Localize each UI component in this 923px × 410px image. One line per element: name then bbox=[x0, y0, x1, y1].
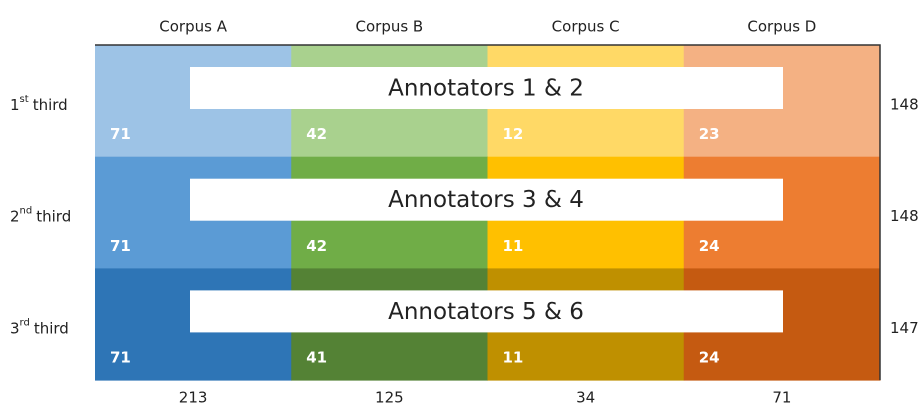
banner-box bbox=[190, 178, 783, 221]
row-ordinal: 3 bbox=[10, 319, 20, 337]
row-ordinal-suffix: nd bbox=[20, 206, 33, 217]
row-ordinal: 2 bbox=[10, 207, 20, 225]
cell-value: 71 bbox=[110, 125, 131, 143]
column-header: Corpus A bbox=[159, 18, 227, 36]
column-header: Corpus D bbox=[747, 18, 816, 36]
column-header: Corpus C bbox=[552, 18, 620, 36]
cell-value: 41 bbox=[306, 349, 327, 367]
banner-text: Annotators 5 & 6 bbox=[388, 299, 584, 325]
column-total: 213 bbox=[179, 389, 208, 407]
row-total: 148 bbox=[890, 95, 919, 113]
cell-value: 71 bbox=[110, 237, 131, 255]
cell-value: 11 bbox=[503, 237, 524, 255]
row-label: 1st third bbox=[10, 94, 68, 114]
row-total: 147 bbox=[890, 319, 919, 337]
column-total: 34 bbox=[576, 389, 595, 407]
cell-value: 24 bbox=[699, 349, 720, 367]
row-ordinal: 1 bbox=[10, 95, 20, 113]
cell-value: 24 bbox=[699, 237, 720, 255]
banner-text: Annotators 1 & 2 bbox=[388, 76, 584, 102]
cell-value: 42 bbox=[306, 125, 327, 143]
row-label-text: third bbox=[36, 207, 71, 225]
banner-box bbox=[190, 67, 783, 109]
cell-value: 11 bbox=[503, 349, 524, 367]
row-label-text: third bbox=[34, 319, 69, 337]
row-label: 3rd third bbox=[10, 317, 69, 337]
row-ordinal-suffix: rd bbox=[20, 317, 30, 328]
cell-value: 12 bbox=[503, 125, 524, 143]
column-total: 125 bbox=[375, 389, 404, 407]
row-ordinal-suffix: st bbox=[20, 94, 29, 105]
banner-text: Annotators 3 & 4 bbox=[388, 187, 584, 213]
row-label: 2nd third bbox=[10, 206, 71, 226]
cell-value: 23 bbox=[699, 125, 720, 143]
cell-value: 42 bbox=[306, 237, 327, 255]
column-total: 71 bbox=[772, 389, 791, 407]
grid-border bbox=[95, 44, 881, 381]
column-header: Corpus B bbox=[356, 18, 424, 36]
row-label-text: third bbox=[33, 95, 68, 113]
banner-box bbox=[190, 290, 783, 333]
row-total: 148 bbox=[890, 207, 919, 225]
cell-value: 71 bbox=[110, 349, 131, 367]
